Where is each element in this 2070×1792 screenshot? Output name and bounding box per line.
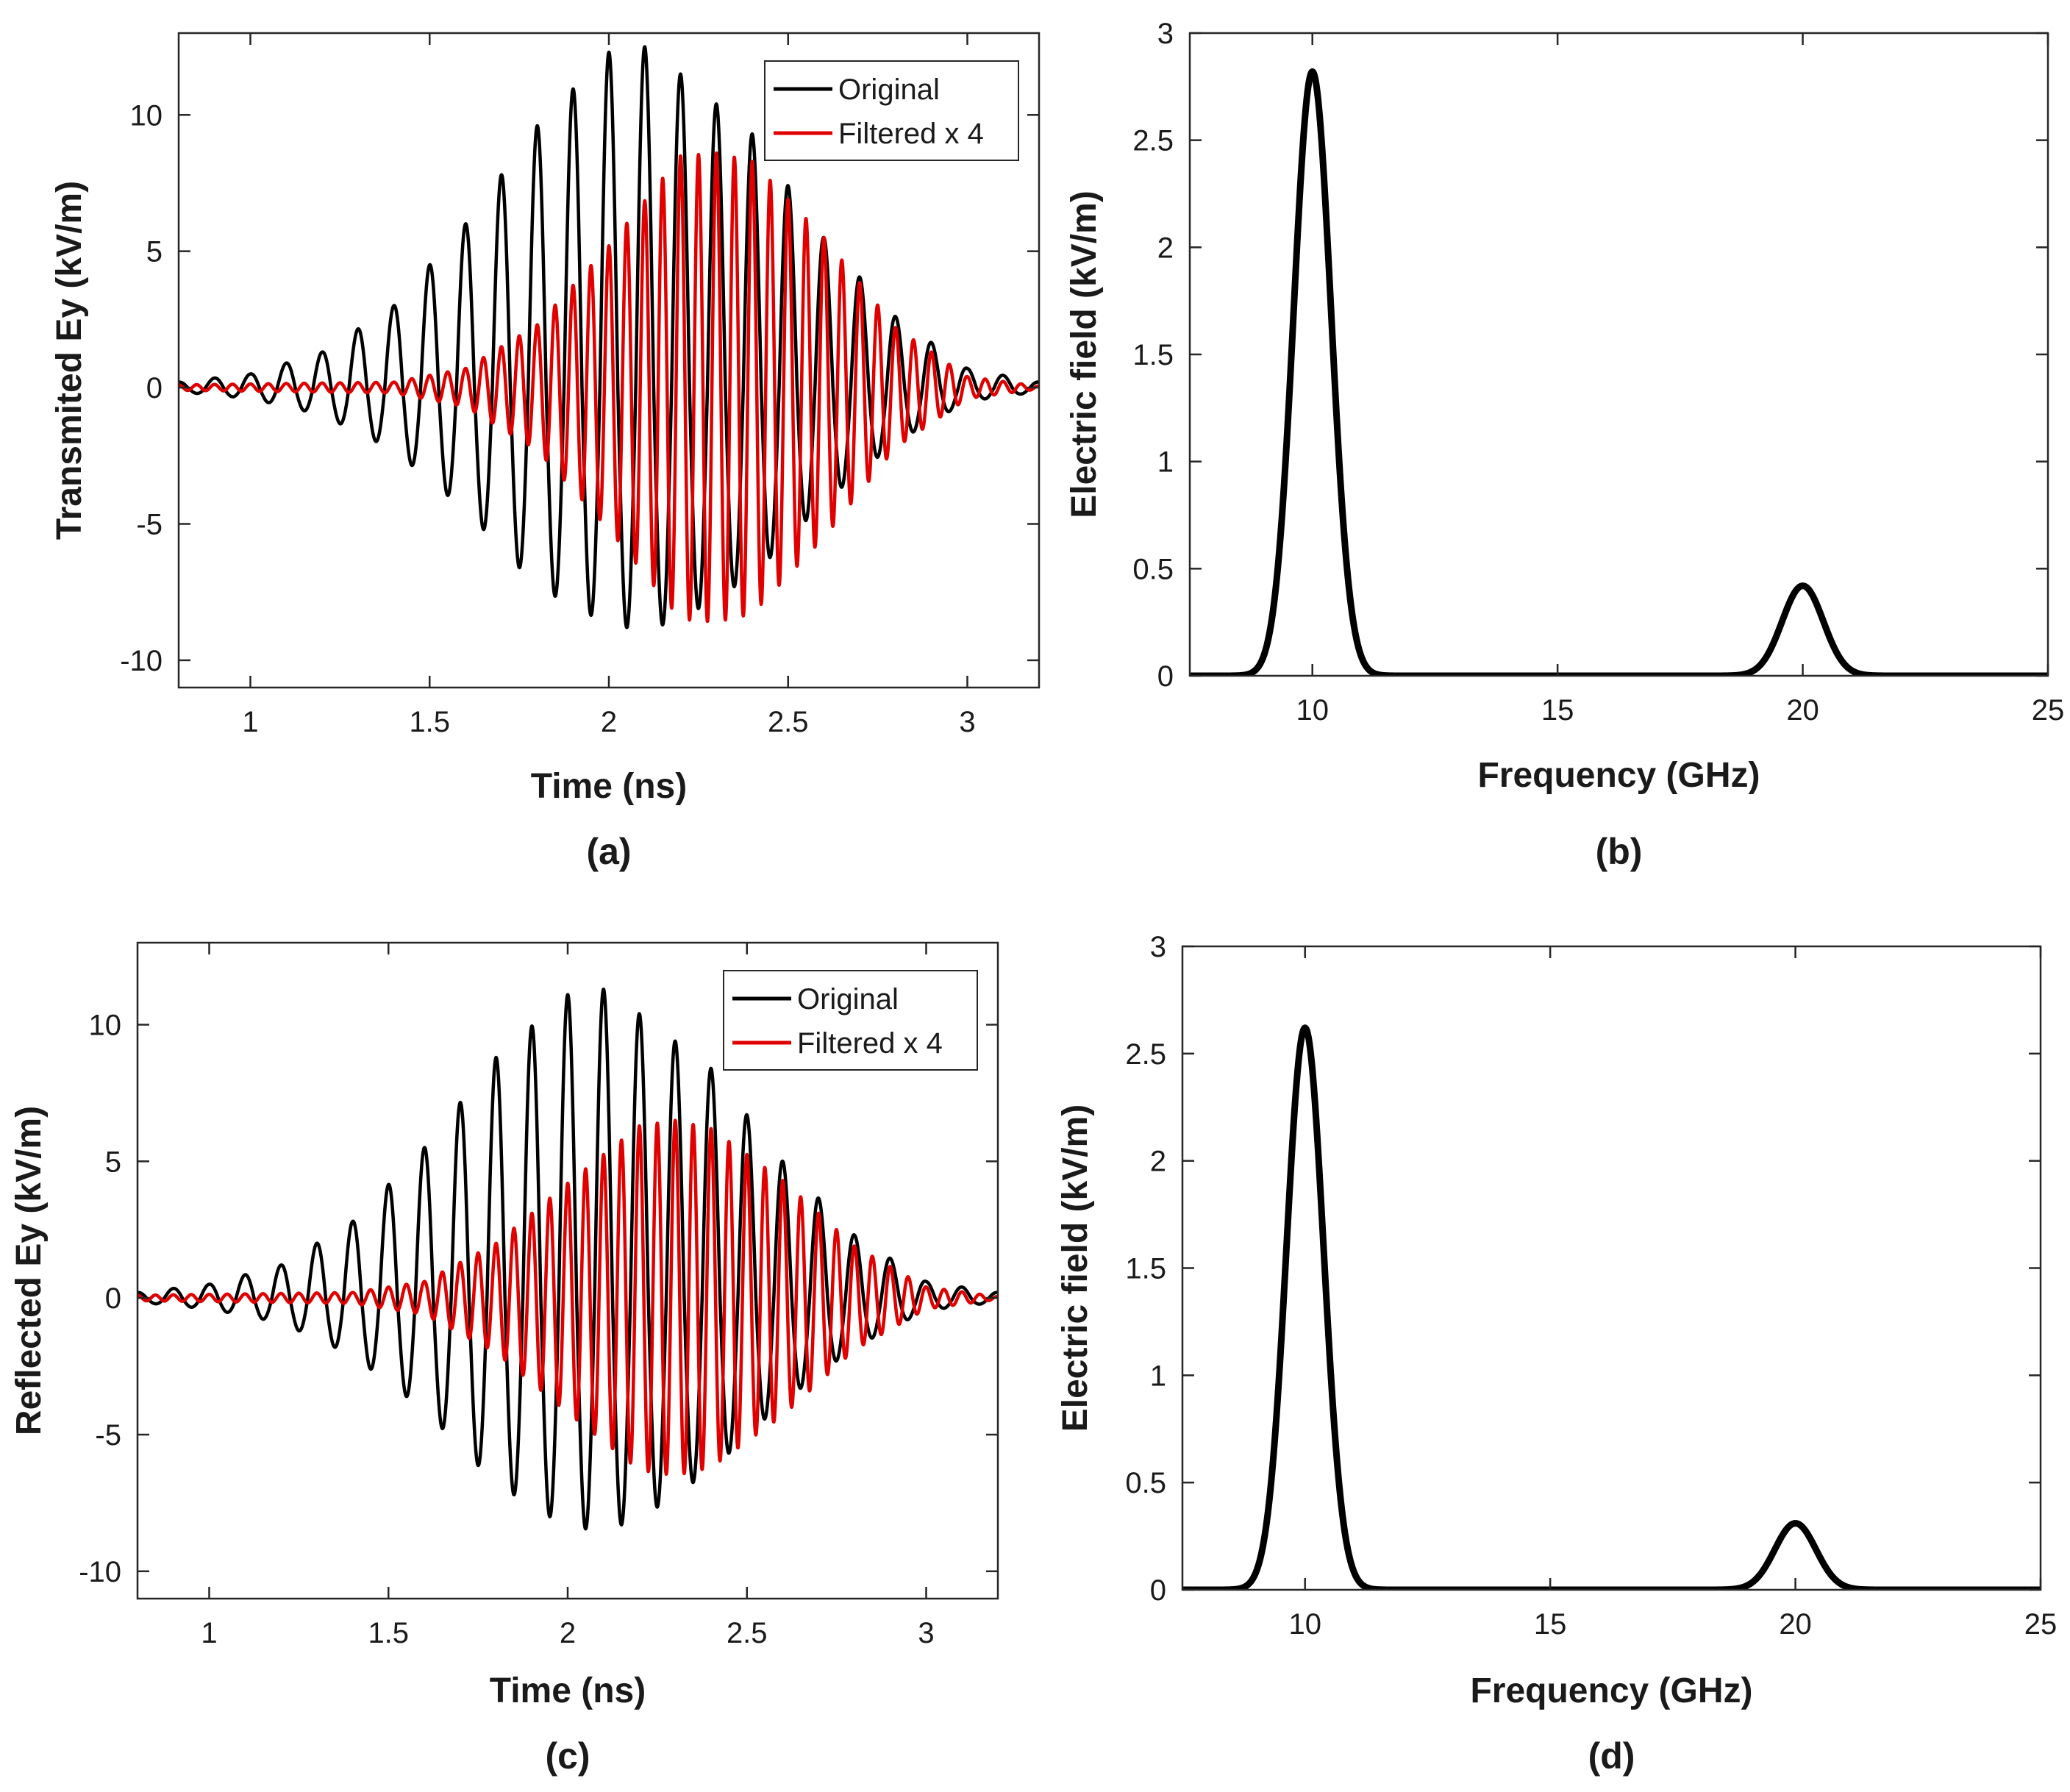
y-tick-label: 0.5 bbox=[1132, 553, 1174, 585]
legend-box bbox=[723, 970, 978, 1071]
panel-b: 10 15 20 25 0 0.5 1 1.5 2 2.5 3 Frequency (GHz) Elec… bbox=[1065, 18, 2064, 872]
legend-entry: Filtered x 4 bbox=[838, 118, 984, 150]
legend-entry: Filtered x 4 bbox=[797, 1027, 943, 1060]
y-axis-label: Electric field (kV/m) bbox=[1065, 190, 1104, 518]
x-tick-label: 2.5 bbox=[727, 1617, 768, 1649]
y-tick-label: 2 bbox=[1157, 232, 1174, 264]
x-tick-label: 15 bbox=[1534, 1608, 1567, 1641]
panel-label: (d) bbox=[1588, 1735, 1635, 1777]
series-filtered bbox=[179, 151, 1039, 624]
y-tick-label: 10 bbox=[89, 1010, 122, 1042]
x-tick-label: 10 bbox=[1296, 694, 1329, 727]
y-tick-label: -10 bbox=[120, 645, 163, 677]
x-tick-label: 2.5 bbox=[768, 706, 809, 738]
x-tick-label: 1.5 bbox=[409, 706, 450, 738]
y-tick-label: 5 bbox=[105, 1146, 121, 1178]
y-tick-label: 0 bbox=[146, 372, 163, 404]
y-tick-label: -10 bbox=[79, 1556, 121, 1588]
y-tick-label: 0 bbox=[1150, 1574, 1166, 1607]
legend-entry: Original bbox=[797, 983, 899, 1015]
y-tick-label: -5 bbox=[136, 509, 163, 541]
x-axis-label: Time (ns) bbox=[531, 767, 687, 806]
panel-d: 10 15 20 25 0 0.5 1 1.5 2 2.5 3 Frequency (GHz) Elec… bbox=[1056, 931, 2057, 1777]
panel-a: 1 1.5 2 2.5 3 -10 -5 0 5 10 Time (ns) Transmited Ey… bbox=[50, 32, 1041, 872]
legend: Original Filtered x 4 bbox=[723, 970, 978, 1071]
series-spectrum bbox=[1190, 68, 2048, 676]
x-axis-label: Frequency (GHz) bbox=[1477, 756, 1760, 795]
x-tick-label: 2 bbox=[560, 1617, 576, 1649]
y-tick-label: 1 bbox=[1157, 446, 1174, 479]
y-tick-label: 1.5 bbox=[1132, 339, 1174, 371]
y-tick-label: 10 bbox=[130, 99, 163, 132]
x-tick-label: 25 bbox=[2024, 1608, 2057, 1641]
x-axis-label: Time (ns) bbox=[490, 1671, 646, 1710]
x-tick-label: 10 bbox=[1288, 1608, 1321, 1641]
x-tick-label: 20 bbox=[1779, 1608, 1812, 1641]
x-tick-label: 3 bbox=[959, 706, 975, 738]
y-tick-label: 3 bbox=[1157, 18, 1174, 50]
x-tick-label: 25 bbox=[2032, 694, 2065, 727]
series-original bbox=[138, 988, 998, 1531]
y-tick-label: 0.5 bbox=[1125, 1467, 1166, 1499]
legend: Original Filtered x 4 bbox=[764, 60, 1019, 161]
x-tick-label: 1 bbox=[201, 1617, 217, 1649]
series-filtered bbox=[138, 1118, 998, 1477]
y-tick-label: 0 bbox=[105, 1282, 121, 1315]
series-original bbox=[179, 45, 1039, 629]
panel-label: (b) bbox=[1596, 831, 1643, 872]
y-tick-label: -5 bbox=[95, 1419, 121, 1452]
x-tick-label: 3 bbox=[918, 1617, 934, 1649]
y-tick-label: 5 bbox=[146, 236, 163, 268]
x-tick-label: 1.5 bbox=[368, 1617, 409, 1649]
legend-entry: Original bbox=[838, 74, 940, 106]
x-tick-label: 1 bbox=[242, 706, 258, 738]
y-axis-label: Transmited Ey (kV/m) bbox=[50, 181, 89, 540]
y-tick-label: 1.5 bbox=[1125, 1253, 1166, 1285]
y-axis-label: Electric field (kV/m) bbox=[1056, 1104, 1095, 1432]
y-tick-label: 2.5 bbox=[1125, 1038, 1166, 1071]
y-tick-label: 3 bbox=[1150, 931, 1166, 963]
y-tick-label: 0 bbox=[1157, 660, 1174, 693]
panel-label: (a) bbox=[586, 831, 631, 872]
y-axis-label: Reflected Ey (kV/m) bbox=[10, 1106, 49, 1435]
x-axis-label: Frequency (GHz) bbox=[1470, 1671, 1752, 1710]
y-tick-label: 1 bbox=[1150, 1360, 1166, 1392]
x-tick-label: 20 bbox=[1786, 694, 1819, 727]
x-tick-label: 2 bbox=[601, 706, 617, 738]
y-tick-label: 2.5 bbox=[1132, 125, 1174, 157]
y-tick-label: 2 bbox=[1150, 1146, 1166, 1178]
panel-c: 1 1.5 2 2.5 3 -10 -5 0 5 10 Time (ns) Reflected Ey … bbox=[10, 941, 999, 1777]
panel-label: (c) bbox=[545, 1735, 590, 1777]
x-tick-label: 15 bbox=[1541, 694, 1574, 727]
legend-box bbox=[764, 60, 1019, 161]
series-spectrum bbox=[1182, 1024, 2041, 1590]
